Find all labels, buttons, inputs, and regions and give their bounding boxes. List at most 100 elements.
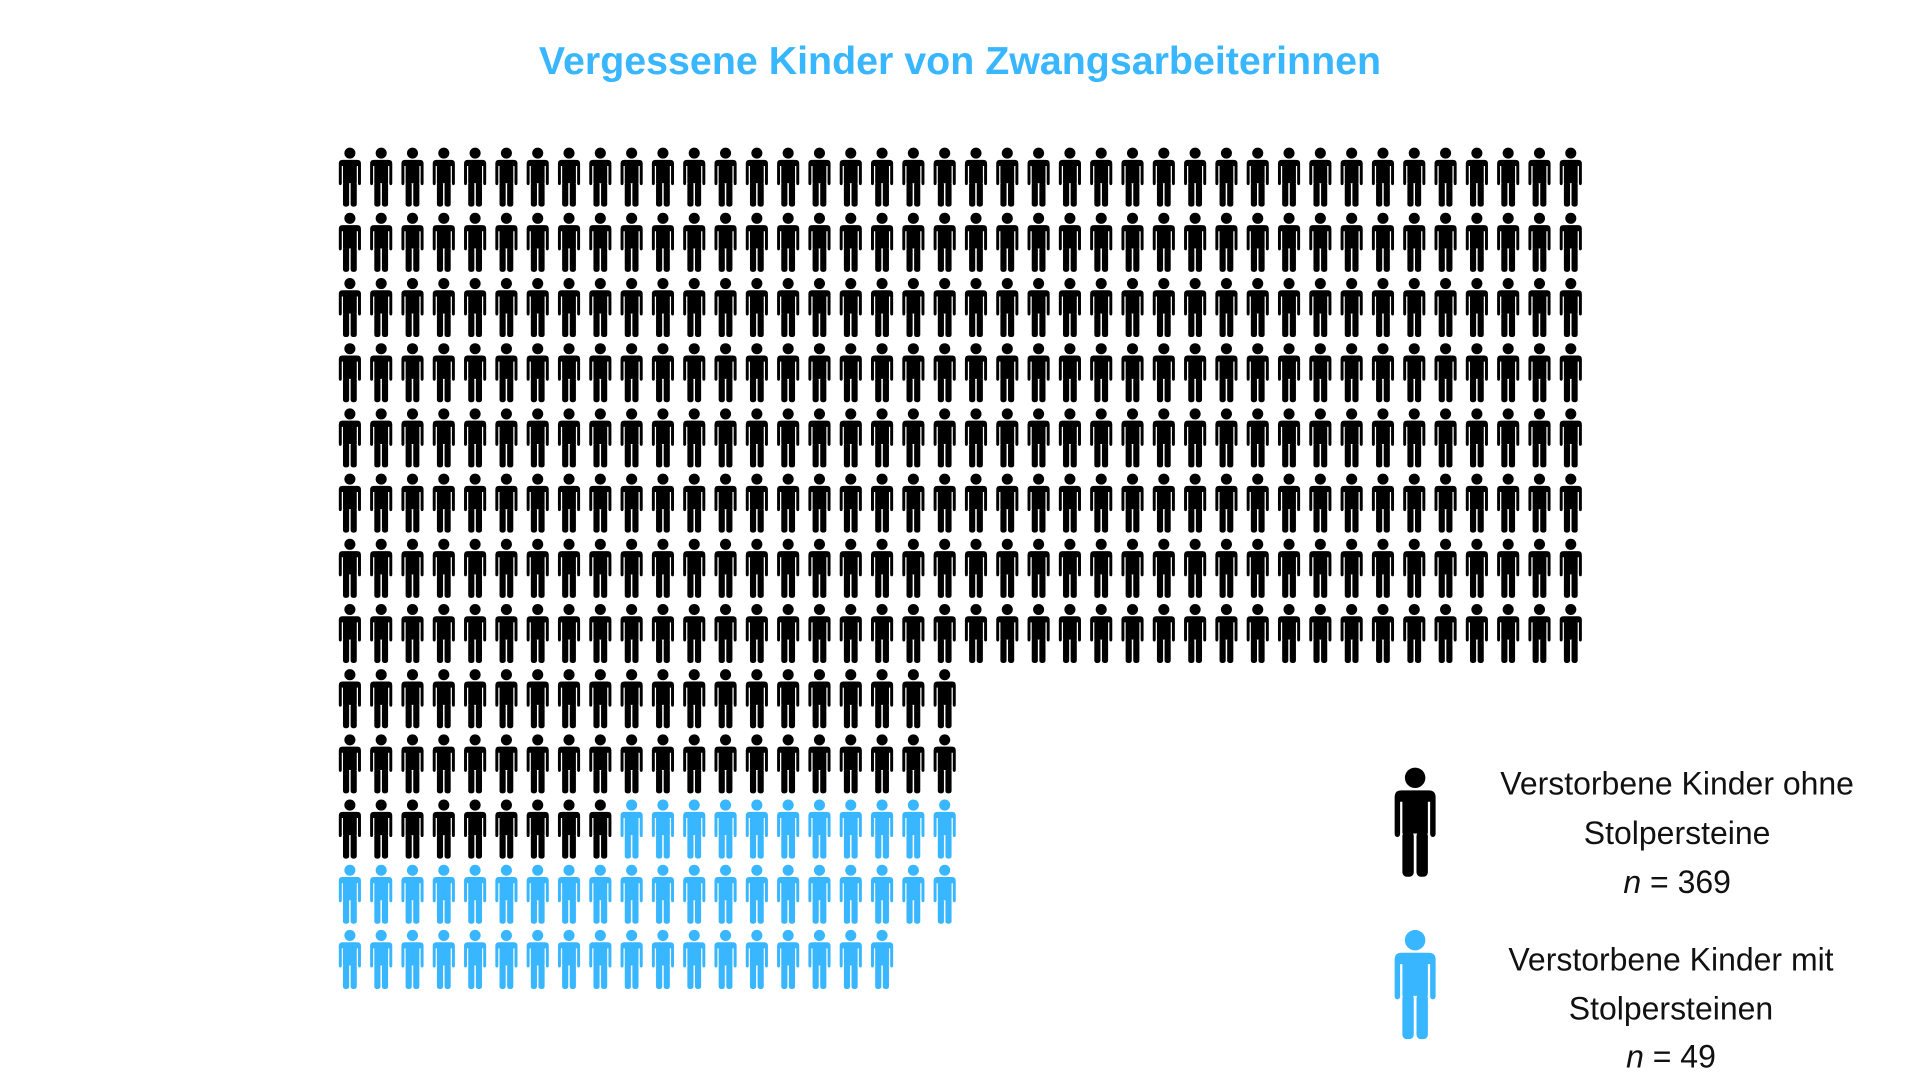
- person-icon-blue: [370, 864, 393, 924]
- person-icon-black: [401, 669, 424, 729]
- person-icon-blue: [745, 864, 768, 924]
- person-icon-blue: [495, 864, 518, 924]
- person-icon-black: [526, 277, 549, 338]
- person-icon-black: [1528, 343, 1551, 403]
- person-icon-black: [1215, 343, 1238, 403]
- person-icon-black: [620, 669, 643, 729]
- person-icon-black: [338, 408, 361, 468]
- person-icon-black: [338, 212, 361, 272]
- person-icon-black: [839, 473, 862, 533]
- person-icon-black: [495, 669, 518, 729]
- person-icon-black: [401, 734, 424, 794]
- person-icon-black: [464, 147, 487, 207]
- person-icon-black: [1215, 147, 1238, 207]
- person-icon-black: [808, 473, 831, 533]
- person-icon-black: [370, 538, 393, 598]
- person-icon-blue: [777, 929, 800, 989]
- person-icon-black: [589, 212, 612, 272]
- person-icon-black: [495, 277, 518, 338]
- person-icon-black: [933, 603, 956, 664]
- person-icon-black: [871, 343, 894, 403]
- person-icon-black: [1465, 343, 1488, 403]
- person-icon-black: [683, 343, 706, 403]
- person-icon-black: [777, 408, 800, 468]
- person-icon-black: [745, 538, 768, 598]
- person-icon-blue: [683, 799, 706, 859]
- person-icon-black: [1184, 538, 1207, 598]
- person-icon-black: [1465, 538, 1488, 598]
- person-icon-black: [370, 473, 393, 533]
- person-icon-black: [1465, 603, 1488, 664]
- person-icon-black: [1528, 473, 1551, 533]
- person-icon-black: [526, 799, 549, 859]
- person-icon-black: [495, 408, 518, 468]
- person-icon-black: [1340, 277, 1363, 338]
- person-icon-black: [1309, 408, 1332, 468]
- person-icon-black: [1309, 473, 1332, 533]
- person-icon-black: [777, 603, 800, 664]
- person-icon-black: [808, 212, 831, 272]
- person-icon-black: [683, 603, 706, 664]
- person-icon-black: [338, 603, 361, 664]
- person-icon-black: [589, 343, 612, 403]
- person-icon-blue: [777, 864, 800, 924]
- pictogram-grid: [338, 147, 1582, 989]
- person-icon-black: [1246, 343, 1269, 403]
- person-icon-black: [1340, 408, 1363, 468]
- person-icon-black: [589, 538, 612, 598]
- person-icon-black: [996, 408, 1019, 468]
- person-icon-black: [1434, 147, 1457, 207]
- person-icon-black: [1434, 408, 1457, 468]
- person-icon-black: [432, 799, 455, 859]
- person-icon-black: [401, 538, 424, 598]
- person-icon-black: [964, 603, 988, 664]
- person-icon-black: [432, 343, 455, 403]
- person-icon-blue: [620, 864, 643, 924]
- person-icon-blue: [620, 799, 643, 859]
- person-icon-black: [745, 212, 768, 272]
- person-icon-black: [1121, 473, 1144, 533]
- person-icon-black: [1371, 538, 1395, 598]
- person-icon-blue: [401, 864, 424, 924]
- person-icon-black: [839, 277, 862, 338]
- person-icon-black: [745, 147, 768, 207]
- person-icon-black: [1371, 277, 1395, 338]
- person-icon-black: [964, 473, 988, 533]
- person-icon-black: [1559, 147, 1582, 207]
- person-icon-black: [839, 408, 862, 468]
- person-icon-black: [557, 799, 581, 859]
- person-icon-black: [714, 538, 737, 598]
- person-icon-blue: [370, 929, 393, 989]
- person-icon-black: [370, 603, 393, 664]
- person-icon-black: [996, 277, 1019, 338]
- person-icon-black: [370, 408, 393, 468]
- person-icon-black: [370, 212, 393, 272]
- person-icon-black: [777, 343, 800, 403]
- person-icon-black: [714, 408, 737, 468]
- person-icon-black: [651, 734, 675, 794]
- person-icon-blue: [808, 929, 831, 989]
- person-icon-black: [871, 734, 894, 794]
- person-icon-black: [526, 343, 549, 403]
- person-icon-black: [1403, 147, 1426, 207]
- person-icon-black: [1058, 603, 1081, 664]
- person-icon-black: [589, 473, 612, 533]
- person-icon-black: [683, 473, 706, 533]
- person-icon-black: [370, 343, 393, 403]
- person-icon-black: [714, 277, 737, 338]
- person-icon-black: [1027, 343, 1050, 403]
- legend-n-1: n = 49: [1626, 1039, 1716, 1075]
- person-icon-black: [1152, 473, 1175, 533]
- person-icon-black: [964, 212, 988, 272]
- person-icon-black: [777, 212, 800, 272]
- person-icon-blue: [651, 864, 675, 924]
- person-icon-black: [933, 669, 956, 729]
- person-icon-black: [745, 277, 768, 338]
- person-icon-black: [370, 147, 393, 207]
- person-icon-black: [1058, 473, 1081, 533]
- person-icon-black: [1184, 473, 1207, 533]
- person-icon-black: [1027, 603, 1050, 664]
- person-icon-black: [1215, 538, 1238, 598]
- person-icon-black: [1215, 212, 1238, 272]
- person-icon-black: [589, 408, 612, 468]
